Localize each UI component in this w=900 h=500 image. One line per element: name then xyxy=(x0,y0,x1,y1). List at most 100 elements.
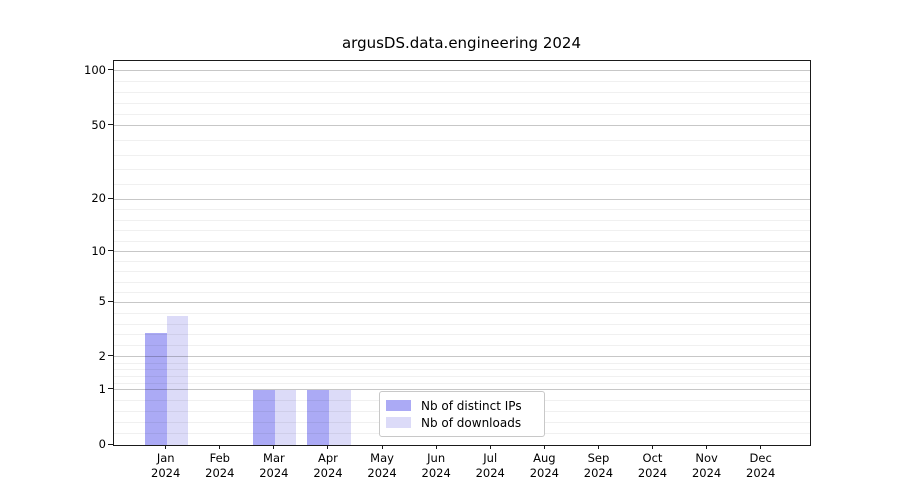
gridline-minor xyxy=(114,323,810,325)
x-tick-label: Jul 2024 xyxy=(458,451,522,481)
x-tick-mark xyxy=(489,445,491,449)
gridline-major xyxy=(114,356,810,358)
x-tick-mark xyxy=(273,445,275,449)
x-tick-label: Sep 2024 xyxy=(566,451,630,481)
legend-swatch-downloads xyxy=(386,417,411,428)
gridline-minor xyxy=(114,169,810,171)
legend-label: Nb of downloads xyxy=(421,415,522,430)
legend-label: Nb of distinct IPs xyxy=(421,398,522,413)
x-tick-year: 2024 xyxy=(529,466,559,480)
legend: Nb of distinct IPs Nb of downloads xyxy=(379,391,545,437)
y-tick-label: 5 xyxy=(98,294,106,309)
x-tick-label: Feb 2024 xyxy=(188,451,252,481)
gridline-minor xyxy=(114,209,810,211)
legend-swatch-distinct-ips xyxy=(386,400,411,411)
x-tick-month: Nov xyxy=(695,451,718,465)
x-tick-year: 2024 xyxy=(313,466,343,480)
x-tick-mark xyxy=(327,445,329,449)
y-tick-label: 10 xyxy=(91,243,106,258)
y-tick-label: 100 xyxy=(84,62,106,77)
x-tick-label: Apr 2024 xyxy=(296,451,360,481)
x-tick-year: 2024 xyxy=(691,466,722,480)
plot-area xyxy=(113,60,811,446)
bar-distinct-ips xyxy=(145,332,167,445)
gridline-major xyxy=(114,125,810,127)
x-tick-month: Jun xyxy=(427,451,446,465)
x-tick-label: Nov 2024 xyxy=(675,451,739,481)
x-tick-label: Aug 2024 xyxy=(512,451,576,481)
x-tick-mark xyxy=(543,445,545,449)
x-tick-mark xyxy=(652,445,653,449)
y-tick-label: 2 xyxy=(98,348,106,363)
chart-title: argusDS.data.engineering 2024 xyxy=(341,34,582,52)
gridline-minor xyxy=(114,261,810,263)
x-tick-year: 2024 xyxy=(637,466,668,480)
legend-row: Nb of distinct IPs xyxy=(386,398,536,413)
x-tick-year: 2024 xyxy=(151,466,181,480)
x-tick-year: 2024 xyxy=(205,466,235,480)
x-tick-year: 2024 xyxy=(475,466,505,480)
x-tick-label: Jan 2024 xyxy=(134,451,198,481)
gridline-minor xyxy=(114,114,810,116)
gridline-minor xyxy=(114,312,810,314)
gridline-minor xyxy=(114,369,810,371)
gridline-major xyxy=(114,251,810,253)
gridline-minor xyxy=(114,376,810,378)
x-tick-month: Aug xyxy=(533,451,556,465)
bar-downloads xyxy=(166,315,189,445)
gridline-minor xyxy=(114,230,810,232)
gridline-minor xyxy=(114,103,810,105)
x-tick-year: 2024 xyxy=(583,466,614,480)
x-tick-year: 2024 xyxy=(259,466,289,480)
x-tick-month: May xyxy=(370,451,394,465)
gridline-minor xyxy=(114,92,810,94)
x-tick-month: Apr xyxy=(318,451,338,465)
x-tick-label: Dec 2024 xyxy=(729,451,793,481)
y-tick-mark xyxy=(108,124,113,126)
x-tick-mark xyxy=(435,445,437,449)
gridline-minor xyxy=(114,81,810,83)
gridline-minor xyxy=(114,281,810,283)
gridline-minor xyxy=(114,345,810,347)
y-tick-mark xyxy=(108,197,113,199)
x-tick-mark xyxy=(706,445,708,449)
y-tick-mark xyxy=(108,355,113,357)
y-tick-mark xyxy=(108,69,113,71)
gridline-major xyxy=(114,198,810,200)
x-tick-label: Jun 2024 xyxy=(404,451,468,481)
x-tick-mark xyxy=(165,445,167,449)
bar-downloads xyxy=(328,389,351,445)
y-tick-mark xyxy=(108,250,113,252)
y-tick-label: 1 xyxy=(98,381,106,396)
gridline-minor xyxy=(114,362,810,364)
x-tick-month: Jan xyxy=(156,451,175,465)
y-tick-mark xyxy=(108,443,113,445)
gridline-major xyxy=(114,301,810,303)
bar-distinct-ips xyxy=(253,389,275,445)
gridline-minor xyxy=(114,219,810,221)
y-tick-label: 20 xyxy=(91,191,106,206)
x-tick-mark xyxy=(760,445,762,449)
gridline-minor xyxy=(114,140,810,142)
x-tick-year: 2024 xyxy=(421,466,451,480)
x-tick-label: Oct 2024 xyxy=(621,451,685,481)
x-tick-month: Feb xyxy=(209,451,230,465)
gridline-minor xyxy=(114,154,810,156)
x-tick-month: Dec xyxy=(749,451,772,465)
x-tick-month: Jul xyxy=(483,451,498,465)
x-tick-mark xyxy=(219,445,221,449)
bar-distinct-ips xyxy=(307,389,329,445)
y-tick-mark xyxy=(108,300,113,302)
y-tick-label: 0 xyxy=(98,437,106,451)
bar-downloads xyxy=(274,389,297,445)
x-tick-month: Mar xyxy=(263,451,285,465)
x-tick-label: Mar 2024 xyxy=(242,451,306,481)
y-tick-mark xyxy=(108,388,113,390)
gridline-minor xyxy=(114,291,810,293)
x-tick-mark xyxy=(597,445,599,449)
gridline-minor xyxy=(114,240,810,242)
gridline-major xyxy=(114,70,810,72)
x-tick-month: Oct xyxy=(642,451,663,465)
gridline-minor xyxy=(114,183,810,185)
